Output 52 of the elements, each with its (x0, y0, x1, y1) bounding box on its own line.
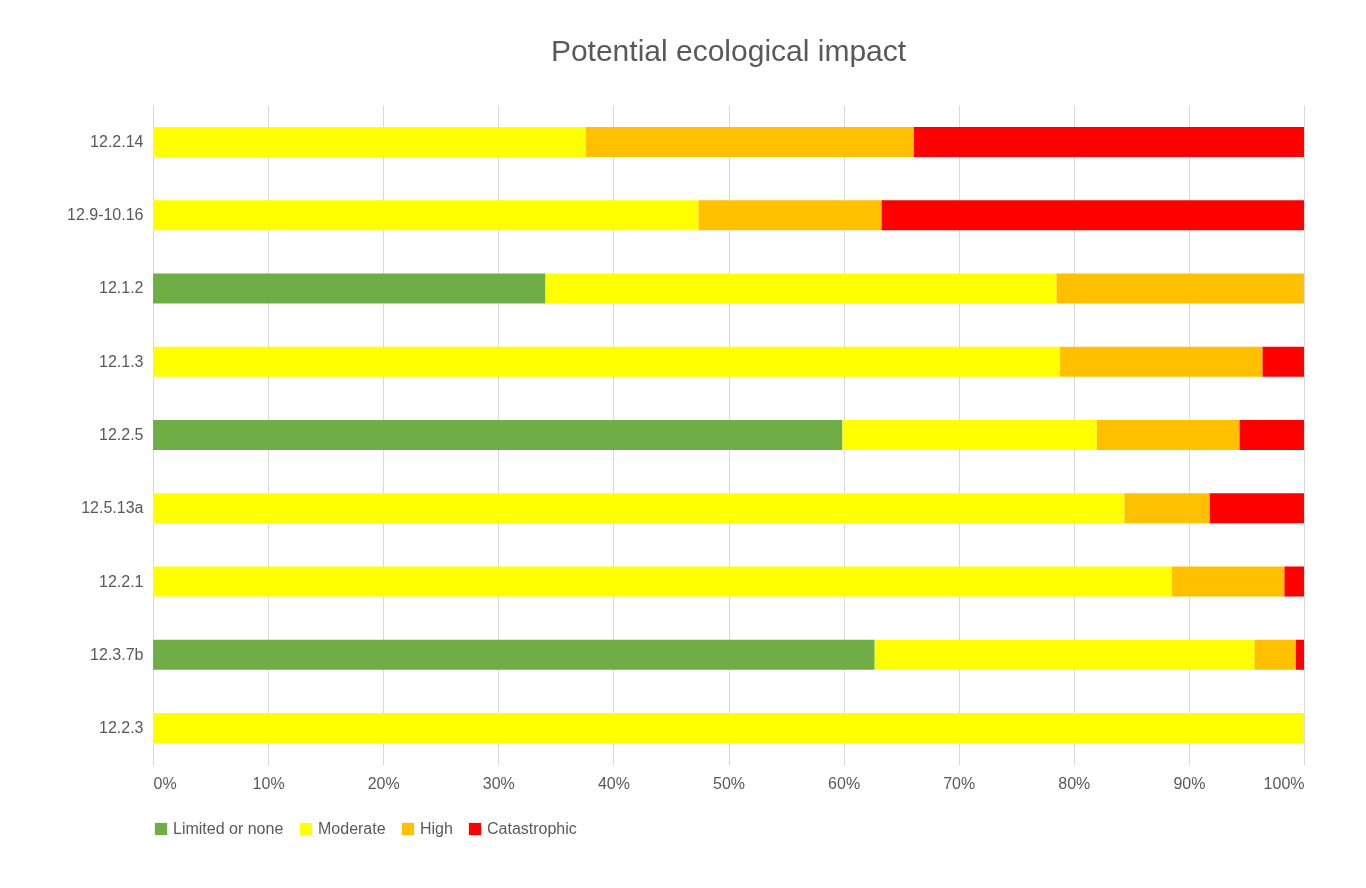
y-tick-label: 12.2.3 (99, 719, 144, 737)
x-tick-label: 70% (943, 774, 976, 792)
y-tick-label: 12.2.5 (99, 426, 144, 443)
bar (1239, 419, 1304, 451)
bar (585, 126, 914, 158)
bar (913, 126, 1304, 158)
x-tick-label: 40% (597, 774, 630, 792)
y-tick-label: 12.9-10.16 (66, 206, 144, 224)
y-tick-label: 12.1.2 (99, 279, 144, 297)
x-tick-label: 100% (1263, 774, 1305, 792)
bar (1096, 419, 1240, 451)
bar (842, 419, 1097, 451)
bar (881, 200, 1304, 231)
bar (1295, 639, 1304, 670)
x-tick-label: 50% (712, 774, 746, 792)
chart-title: Potential ecological impact (550, 34, 907, 67)
bar (153, 273, 546, 304)
bar (1059, 346, 1263, 377)
bar (1171, 566, 1285, 597)
x-tick-label: 30% (482, 774, 515, 792)
x-tick-label: 20% (367, 774, 400, 792)
y-tick-label: 12.2.14 (90, 132, 144, 150)
bar (153, 346, 1060, 377)
bar (153, 126, 586, 158)
legend-label: Catastrophic (487, 820, 577, 837)
bar (1284, 566, 1304, 597)
bar (698, 200, 882, 231)
x-tick-label: 60% (828, 774, 861, 792)
bar (1124, 493, 1210, 524)
bar (1262, 346, 1304, 377)
bar (874, 639, 1255, 670)
bar (153, 200, 699, 231)
y-tick-label: 12.2.1 (99, 572, 144, 590)
x-tick-label: 0% (153, 774, 177, 792)
bar (153, 712, 1304, 744)
bar (1209, 493, 1304, 524)
x-tick-label: 90% (1173, 774, 1206, 792)
bar (153, 639, 875, 670)
y-tick-label: 12.5.13a (81, 499, 144, 517)
bar (1254, 639, 1296, 670)
bar (153, 419, 843, 451)
bar (1056, 273, 1304, 304)
bar (545, 273, 1057, 304)
y-tick-label: 12.3.7b (90, 645, 144, 663)
legend-label: Limited or none (173, 820, 284, 837)
legend-label: High (420, 820, 453, 837)
x-tick-label: 10% (252, 774, 285, 792)
bar (153, 566, 1172, 597)
y-tick-label: 12.1.3 (99, 352, 144, 370)
legend-label: Moderate (318, 820, 386, 837)
x-tick-label: 80% (1058, 774, 1091, 792)
bar (153, 493, 1125, 524)
